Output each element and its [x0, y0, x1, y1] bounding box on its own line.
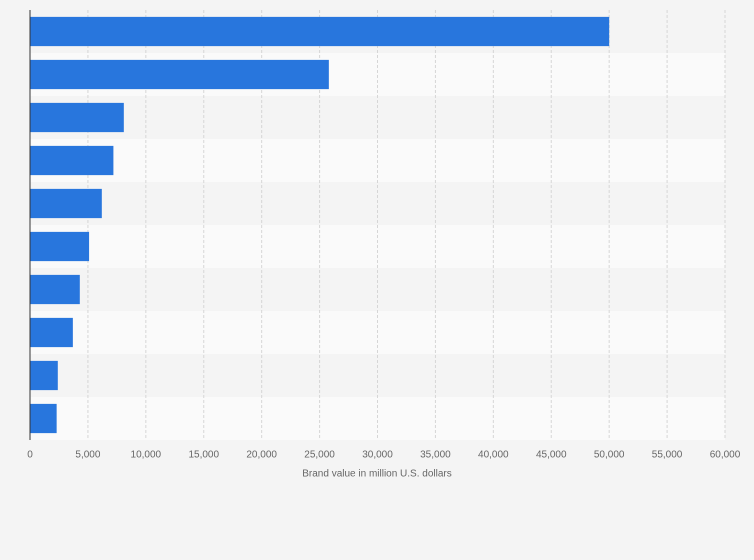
row-band — [30, 397, 725, 440]
x-tick-label: 20,000 — [246, 450, 277, 461]
x-tick-label: 45,000 — [536, 450, 567, 461]
bar — [30, 317, 73, 348]
x-axis-label: Brand value in million U.S. dollars — [302, 469, 452, 480]
x-tick-label: 0 — [27, 450, 33, 461]
x-tick-label: 25,000 — [304, 450, 335, 461]
x-tick-label: 50,000 — [594, 450, 625, 461]
bar — [30, 360, 58, 391]
x-tick-label: 35,000 — [420, 450, 451, 461]
row-band — [30, 182, 725, 225]
x-tick-label: 30,000 — [362, 450, 393, 461]
bar — [30, 59, 329, 90]
bar — [30, 188, 102, 219]
x-tick-label: 15,000 — [188, 450, 219, 461]
x-tick-label: 40,000 — [478, 450, 509, 461]
x-tick-label: 55,000 — [652, 450, 683, 461]
bar — [30, 16, 610, 47]
bar — [30, 102, 124, 133]
x-tick-label: 10,000 — [131, 450, 162, 461]
row-band — [30, 268, 725, 311]
bar — [30, 403, 57, 434]
bar — [30, 274, 80, 305]
bar — [30, 145, 114, 176]
bar — [30, 231, 90, 262]
x-tick-label: 5,000 — [75, 450, 100, 461]
x-tick-label: 60,000 — [710, 450, 741, 461]
